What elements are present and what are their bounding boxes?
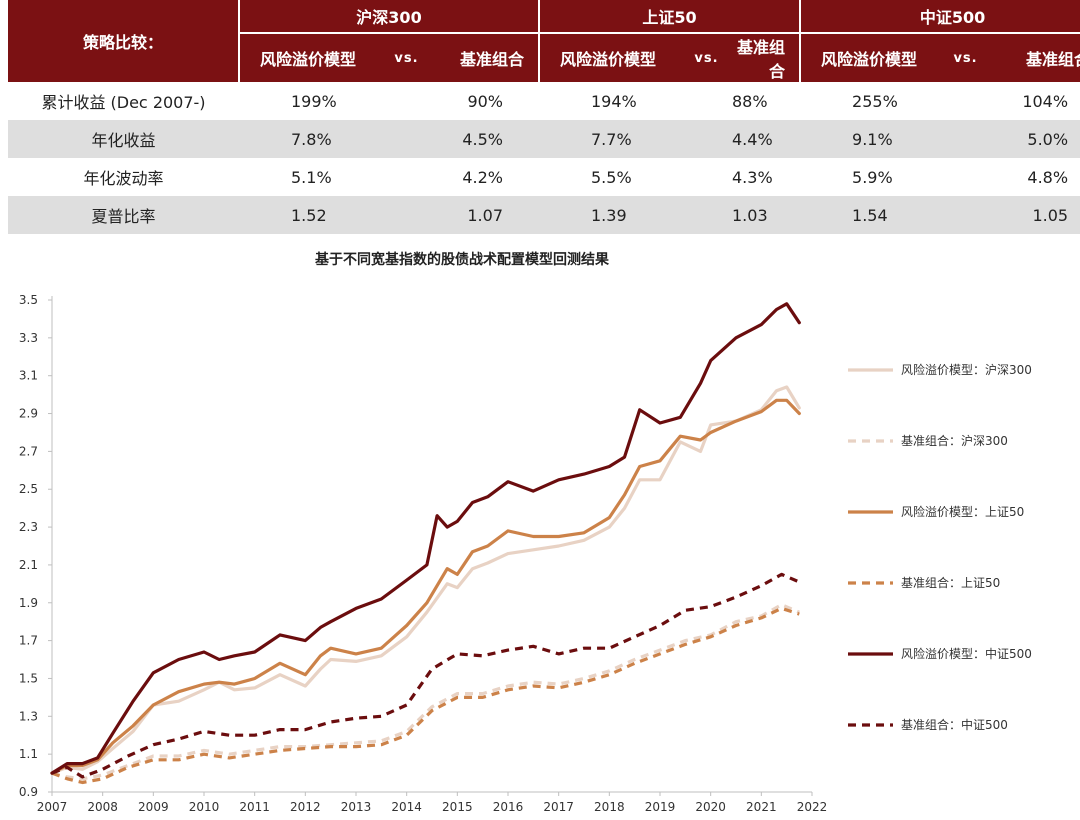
- x-tick-label: 2012: [290, 800, 321, 814]
- table-row: 年化波动率 5.1% 4.2% 5.5% 4.3% 5.9% 4.8%: [8, 158, 1080, 196]
- subheader-base: 基准组合: [432, 33, 539, 82]
- legend-label: 风险溢价模型：沪深300: [901, 362, 1032, 377]
- table-cell: 255%: [852, 91, 898, 111]
- y-tick-label: 2.5: [19, 482, 38, 496]
- table-row: 累计收益 (Dec 2007-) 199% 90% 194% 88% 255% …: [8, 82, 1080, 120]
- line-model-sz50: [50, 398, 801, 775]
- table-cell: 4.4%: [732, 120, 801, 158]
- group-header-zz500: 中证500: [799, 0, 1080, 34]
- x-tick-label: 2022: [797, 800, 828, 814]
- subheader-base: 基准组合: [991, 33, 1080, 82]
- y-tick-label: 1.5: [19, 671, 38, 685]
- y-tick-label: 3.5: [19, 293, 38, 307]
- backtest-line-chart: 基于不同宽基指数的股债战术配置模型回测结果 0.9 1.1 1.3 1.5 1.7 1.9…: [19, 251, 1032, 814]
- x-tick-label: 2014: [391, 800, 422, 814]
- x-tick-label: 2017: [543, 800, 574, 814]
- subheader-model: 风险溢价模型: [538, 33, 681, 82]
- x-tick-label: 2011: [239, 800, 270, 814]
- legend-label: 基准组合：沪深300: [901, 433, 1008, 448]
- line-base-sz50: [51, 606, 800, 785]
- group-header-hs300: 沪深300: [238, 0, 539, 34]
- x-tick-label: 2021: [746, 800, 777, 814]
- table-header-row: 策略比较： 沪深300 上证50 中证500: [8, 0, 1080, 82]
- x-tick-label: 2016: [493, 800, 524, 814]
- table-cell: 1.52: [239, 196, 432, 234]
- y-tick-label: 1.7: [19, 634, 38, 648]
- line-model-hs300: [50, 385, 801, 775]
- legend-label: 风险溢价模型：中证500: [901, 646, 1032, 661]
- table-cell: 4.5%: [432, 120, 539, 158]
- y-tick-label: 2.7: [19, 444, 38, 458]
- subheader-model: 风险溢价模型: [238, 33, 381, 82]
- subheader-vs: vs.: [681, 33, 732, 82]
- group-header-sz50: 上证50: [537, 0, 801, 34]
- x-tick-label: 2019: [645, 800, 676, 814]
- line-base-hs300: [51, 603, 800, 781]
- line-base-zz500: [51, 572, 800, 779]
- x-tick-label: 2018: [594, 800, 625, 814]
- x-tick-label: 2009: [138, 800, 169, 814]
- table-cell: 5.0%: [991, 120, 1080, 158]
- chart-title: 基于不同宽基指数的股债战术配置模型回测结果: [315, 251, 610, 268]
- table-corner-label: 策略比较：: [8, 0, 240, 82]
- table-cell: 90%: [467, 91, 503, 111]
- chart-axes: 0.9 1.1 1.3 1.5 1.7 1.9 2.1 2.3 2.5 2.7 2.9 3.1 3.3 3…: [19, 293, 827, 814]
- table-cell: 5.5%: [591, 167, 632, 187]
- table-cell: 1.54: [800, 196, 992, 234]
- strategy-comparison-table: 策略比较： 沪深300 上证50 中证500 风险溢价模型 vs. 基准组合 风…: [8, 0, 1080, 234]
- table-cell: 7.7%: [539, 120, 732, 158]
- subheader-vs: vs.: [940, 33, 992, 82]
- y-tick-label: 0.9: [19, 785, 38, 799]
- table-cell: 88%: [732, 91, 768, 111]
- table-cell: 5.9%: [852, 167, 893, 187]
- y-tick-label: 1.3: [19, 709, 38, 723]
- row-label: 累计收益 (Dec 2007-): [41, 93, 206, 112]
- table-cell: 4.8%: [1027, 167, 1069, 187]
- table-cell: 4.2%: [462, 167, 503, 187]
- table-cell: 9.1%: [800, 120, 992, 158]
- row-label: 夏普比率: [8, 196, 239, 234]
- table-cell: 4.3%: [732, 167, 773, 187]
- y-tick-label: 1.1: [19, 747, 38, 761]
- table-cell: 104%: [1022, 91, 1069, 111]
- table-cell: 1.05: [991, 196, 1080, 234]
- y-tick-label: 3.1: [19, 369, 38, 383]
- table-cell: 1.39: [539, 196, 732, 234]
- x-tick-label: 2008: [87, 800, 118, 814]
- table-subheader-row: 风险溢价模型 vs. 基准组合 风险溢价模型 vs. 基准组合 风险溢价模型 v…: [8, 33, 1080, 82]
- y-tick-label: 3.3: [19, 331, 38, 345]
- x-tick-label: 2013: [341, 800, 372, 814]
- table-cell: 5.1%: [291, 167, 332, 187]
- row-label: 年化波动率: [83, 169, 164, 188]
- x-tick-label: 2020: [695, 800, 726, 814]
- table-row: 夏普比率 1.52 1.07 1.39 1.03 1.54 1.05: [8, 196, 1080, 234]
- table-cell: 1.03: [732, 196, 801, 234]
- table-cell: 1.07: [432, 196, 539, 234]
- legend-label: 风险溢价模型：上证50: [901, 504, 1024, 519]
- chart-legend: 风险溢价模型：沪深300 基准组合：沪深300 风险溢价模型：上证50 基准组合：上证…: [848, 362, 1032, 732]
- legend-label: 基准组合：上证50: [901, 575, 1000, 590]
- x-tick-label: 2007: [37, 800, 68, 814]
- chart-series-lines: [50, 302, 801, 785]
- y-tick-label: 1.9: [19, 596, 38, 610]
- y-tick-label: 2.1: [19, 558, 38, 572]
- x-tick-label: 2015: [442, 800, 473, 814]
- table-cell: 7.8%: [239, 120, 432, 158]
- table-row: 年化收益 7.8% 4.5% 7.7% 4.4% 9.1% 5.0%: [8, 120, 1080, 158]
- legend-label: 基准组合：中证500: [901, 717, 1008, 732]
- subheader-model: 风险溢价模型: [799, 33, 941, 82]
- subheader-vs: vs.: [381, 33, 432, 82]
- x-tick-label: 2010: [189, 800, 220, 814]
- line-model-zz500: [50, 302, 801, 775]
- y-tick-label: 2.3: [19, 520, 38, 534]
- y-tick-label: 2.9: [19, 407, 38, 421]
- table-cell: 194%: [591, 91, 637, 111]
- table-cell: 199%: [291, 91, 337, 111]
- subheader-base: 基准组合: [732, 33, 801, 82]
- row-label: 年化收益: [8, 120, 239, 158]
